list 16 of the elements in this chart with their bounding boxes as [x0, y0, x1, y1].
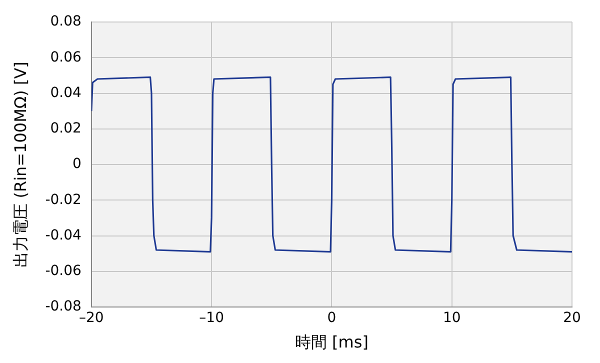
x-tick-label: 20 — [563, 310, 581, 326]
y-tick-label: -0.06 — [45, 263, 82, 280]
y-tick-label: 0.04 — [50, 84, 82, 101]
y-axis-title: 出力電圧 (Rin=100MΩ) [V] — [10, 62, 30, 268]
y-tick-label: -0.02 — [45, 192, 82, 208]
x-axis-title: 時間 [ms] — [294, 332, 368, 352]
y-tick-label: -0.08 — [45, 298, 82, 315]
y-tick-label: 0.02 — [50, 120, 82, 137]
x-tick-label: 0 — [327, 310, 336, 326]
y-tick-label: 0.08 — [50, 14, 82, 30]
x-tick-label: –10 — [199, 310, 224, 326]
x-tick-label: 10 — [442, 310, 461, 326]
x-tick-label: –20 — [79, 310, 104, 326]
y-tick-label: 0.06 — [50, 49, 82, 66]
y-tick-label: 0 — [72, 156, 82, 172]
y-tick-label: -0.04 — [45, 227, 82, 244]
